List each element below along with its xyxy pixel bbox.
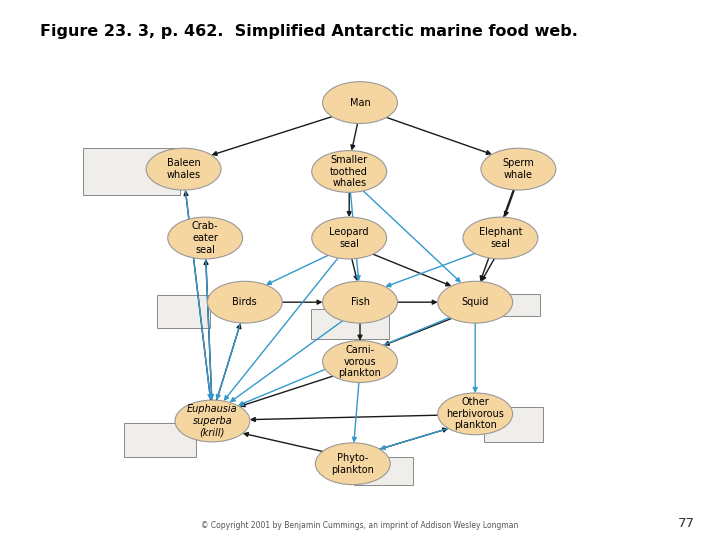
FancyArrowPatch shape [387, 117, 490, 154]
FancyArrowPatch shape [381, 428, 449, 449]
Ellipse shape [463, 217, 538, 259]
FancyArrowPatch shape [185, 190, 212, 399]
Bar [484, 407, 543, 442]
FancyArrowPatch shape [397, 300, 436, 304]
FancyArrowPatch shape [347, 192, 351, 215]
FancyArrowPatch shape [217, 325, 240, 400]
FancyArrowPatch shape [505, 190, 514, 216]
FancyArrowPatch shape [282, 300, 321, 304]
Bar [157, 295, 210, 328]
FancyArrowPatch shape [251, 415, 438, 421]
Text: Man: Man [350, 98, 370, 107]
Ellipse shape [168, 217, 243, 259]
Ellipse shape [438, 281, 513, 323]
Bar [311, 309, 389, 339]
Text: Baleen
whales: Baleen whales [166, 158, 201, 180]
Text: Elephant
seal: Elephant seal [479, 227, 522, 249]
Bar [124, 423, 196, 457]
Ellipse shape [175, 400, 250, 442]
Ellipse shape [481, 148, 556, 190]
FancyArrowPatch shape [351, 192, 360, 280]
Text: Figure 23. 3, p. 462.  Simplified Antarctic marine food web.: Figure 23. 3, p. 462. Simplified Antarct… [40, 24, 577, 39]
Ellipse shape [312, 217, 387, 259]
Ellipse shape [323, 341, 397, 382]
FancyArrowPatch shape [241, 376, 333, 407]
FancyArrowPatch shape [267, 255, 328, 285]
Text: Squid: Squid [462, 297, 489, 307]
Ellipse shape [146, 148, 221, 190]
Text: Euphausia
superba
(krill): Euphausia superba (krill) [187, 404, 238, 437]
FancyArrowPatch shape [473, 323, 477, 391]
FancyArrowPatch shape [363, 191, 460, 282]
Ellipse shape [315, 443, 390, 485]
FancyArrowPatch shape [184, 192, 211, 400]
Text: © Copyright 2001 by Benjamin Cummings, an imprint of Addison Wesley Longman: © Copyright 2001 by Benjamin Cummings, a… [202, 521, 518, 530]
FancyArrowPatch shape [351, 124, 358, 149]
Bar [354, 457, 413, 485]
FancyArrowPatch shape [217, 323, 240, 399]
FancyArrowPatch shape [379, 428, 447, 449]
Text: Smaller
toothed
whales: Smaller toothed whales [330, 155, 368, 188]
Text: 77: 77 [678, 517, 695, 530]
FancyArrowPatch shape [387, 253, 475, 287]
FancyArrowPatch shape [352, 382, 359, 441]
FancyArrowPatch shape [482, 259, 495, 280]
FancyArrowPatch shape [239, 318, 450, 406]
Bar [481, 294, 540, 316]
Text: Carni-
vorous
plankton: Carni- vorous plankton [338, 345, 382, 378]
FancyArrowPatch shape [206, 259, 214, 399]
Text: Other
herbivorous
plankton: Other herbivorous plankton [446, 397, 504, 430]
Text: Phyto-
plankton: Phyto- plankton [331, 453, 374, 475]
Text: Birds: Birds [233, 297, 257, 307]
Text: Sperm
whale: Sperm whale [503, 158, 534, 180]
Ellipse shape [438, 393, 513, 435]
FancyArrowPatch shape [244, 433, 323, 451]
FancyArrowPatch shape [213, 117, 332, 156]
FancyArrowPatch shape [358, 323, 362, 339]
Ellipse shape [323, 281, 397, 323]
Ellipse shape [323, 82, 397, 124]
Text: Crab-
eater
seal: Crab- eater seal [192, 221, 218, 255]
Text: Leopard
seal: Leopard seal [330, 227, 369, 249]
Ellipse shape [312, 151, 387, 192]
Bar [83, 148, 180, 195]
FancyArrowPatch shape [225, 258, 338, 400]
FancyArrowPatch shape [373, 254, 450, 286]
Text: Fish: Fish [351, 297, 369, 307]
FancyArrowPatch shape [480, 190, 513, 280]
Ellipse shape [207, 281, 282, 323]
FancyArrowPatch shape [385, 319, 451, 345]
FancyArrowPatch shape [231, 321, 343, 402]
FancyArrowPatch shape [204, 260, 212, 400]
FancyArrowPatch shape [352, 259, 358, 280]
